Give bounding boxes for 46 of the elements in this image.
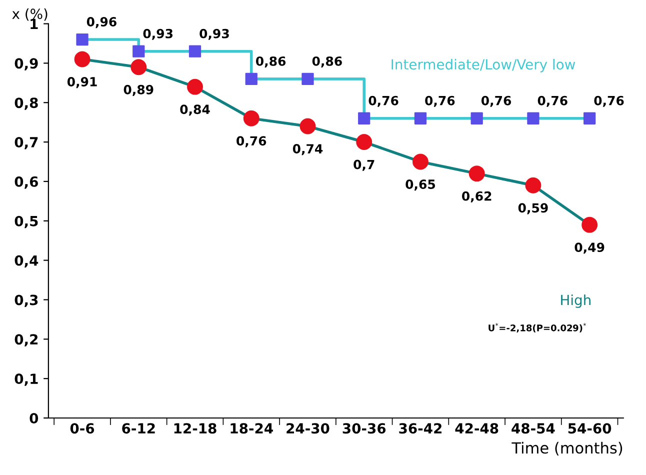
data-label: 0,7 [354,160,374,171]
data-label: 0,65 [406,180,436,191]
data-label: 0,76 [425,96,455,107]
data-label: 0,86 [312,56,342,68]
y-tick-label: 1 [30,18,38,30]
y-tick-label: 0,6 [14,176,38,189]
text: Intermediate/Low/Very low [392,58,576,72]
data-label: 0,91 [67,77,97,88]
x-axis-title: Time (months) [512,442,622,456]
data-label: 0,59 [518,203,548,214]
data-label: 0,74 [292,144,323,156]
data-label: 0,86 [256,56,286,68]
y-tick-label: 0,5 [14,216,38,228]
data-label: 0,76 [481,96,512,107]
annotation: U$^{*}$=-2,18(P=0.029)$^{*}$ [488,323,586,332]
x-tick-label: 18-24 [230,423,273,434]
data-label: 0,89 [124,84,154,96]
text: High [561,294,590,308]
x-tick-label: 12-18 [174,423,216,434]
data-label: 0,76 [236,136,266,148]
y-tick-label: 0,2 [14,334,38,346]
data-label: 0,93 [200,28,229,40]
y-axis-title: x (%) [12,8,48,21]
data-label: 0,76 [368,96,398,107]
y-tick-label: 0,8 [14,98,38,110]
x-tick-label: 36-42 [399,423,442,434]
x-tick-label: 54-60 [568,423,612,434]
x-tick-label: 6-12 [122,423,155,434]
x-tick-label: 48-54 [512,423,555,434]
y-tick-label: 0 [30,412,38,424]
x-tick-label: 42-48 [455,423,498,434]
y-tick-label: 0,9 [14,58,38,70]
x-tick-label: 0-6 [70,423,94,434]
x-tick-label: 30-36 [342,423,386,434]
data-label: 0,76 [538,96,568,107]
data-label: 0,62 [462,191,492,202]
y-tick-label: 0,3 [14,294,38,307]
data-label: 0,96 [86,17,116,28]
y-tick-label: 0,4 [14,255,38,268]
y-tick-label: 0,7 [14,136,38,150]
data-label: 0,49 [574,242,604,254]
x-tick-label: 24-30 [286,423,330,434]
data-label: 0,84 [180,104,210,116]
data-label: 0,76 [594,96,624,107]
data-label: 0,93 [143,28,173,40]
y-tick-label: 0,1 [14,374,38,386]
